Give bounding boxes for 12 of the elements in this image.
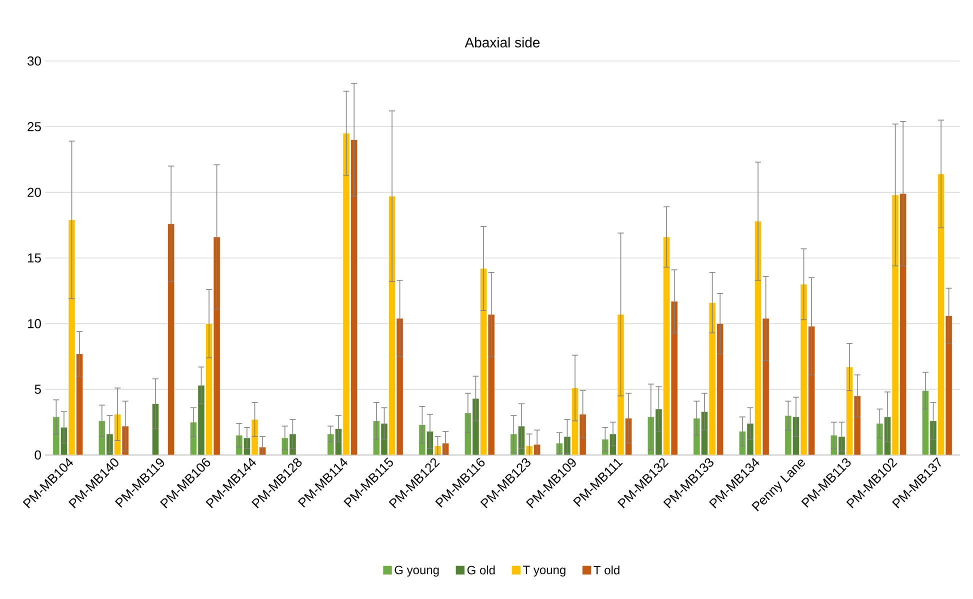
y-tick-label: 5 <box>34 384 41 394</box>
y-tick-label: 15 <box>28 253 41 263</box>
y-tick-label: 30 <box>28 56 41 66</box>
y-tick-label: 10 <box>28 319 41 328</box>
legend-label: G young <box>394 566 439 577</box>
legend-label: T old <box>594 566 620 574</box>
chart-title: Abaxial side <box>464 37 540 48</box>
legend-label: T young <box>523 566 566 577</box>
y-tick-label: 0 <box>34 450 41 460</box>
legend-label: G old <box>467 566 495 574</box>
y-tick-label: 20 <box>28 188 41 197</box>
y-tick-label: 25 <box>28 122 41 132</box>
